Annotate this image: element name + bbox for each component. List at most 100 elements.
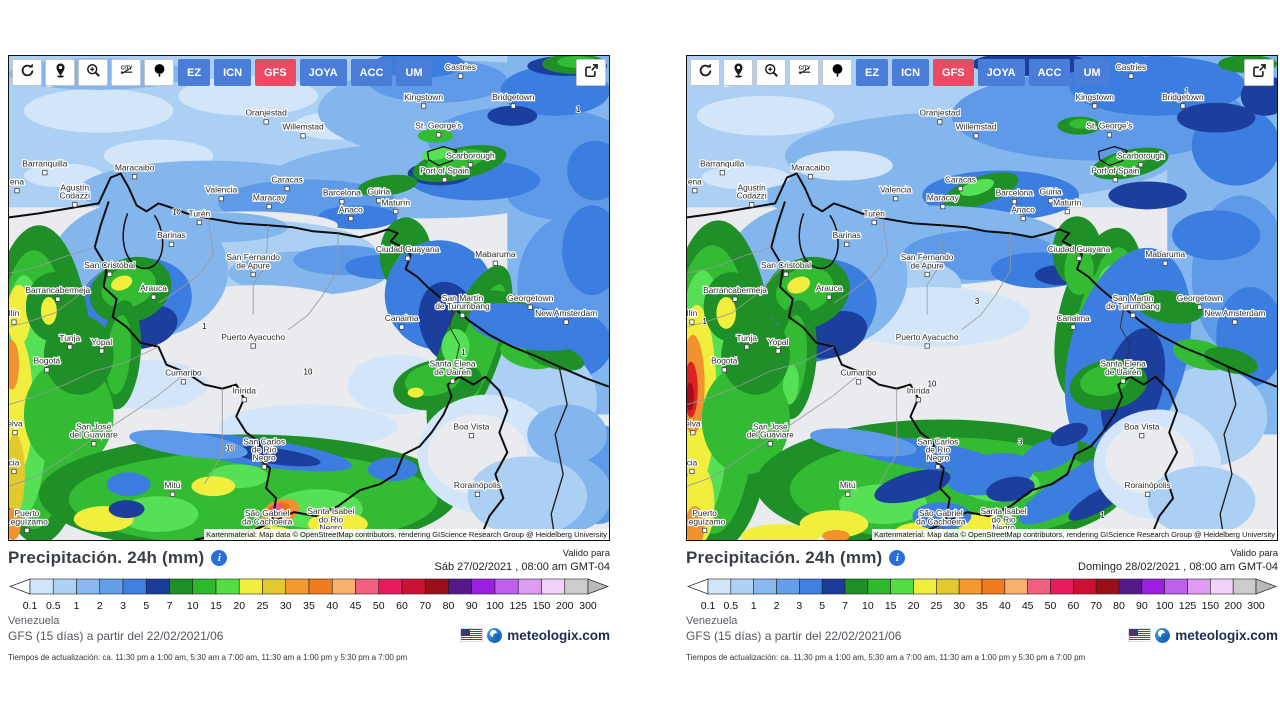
model-button-icn[interactable]: ICN xyxy=(214,59,252,86)
city-label: Barranquilla xyxy=(700,158,745,168)
city-label: Port of Spain xyxy=(1091,165,1139,175)
svg-text:0.1: 0.1 xyxy=(701,600,716,612)
city-marker xyxy=(1180,103,1186,109)
city-marker xyxy=(457,73,464,79)
city-label: Inírida xyxy=(907,386,930,396)
info-icon[interactable]: i xyxy=(889,550,906,566)
city-label: Maracay xyxy=(927,192,960,202)
city-label: St. George's xyxy=(1086,121,1132,131)
city-label: San Martín de Turumbang xyxy=(1106,293,1160,311)
locate-button[interactable] xyxy=(45,59,75,86)
zoom-in-button[interactable] xyxy=(756,59,786,86)
city-label: Barrancabermeja xyxy=(25,285,90,295)
locate-button[interactable] xyxy=(723,59,753,86)
refresh-icon xyxy=(19,62,36,84)
city-marker xyxy=(250,271,256,278)
model-button-ez[interactable]: EZ xyxy=(856,59,889,86)
map-footer: Venezuela GFS (15 días) a partir del 22/… xyxy=(686,615,1278,643)
city-marker xyxy=(405,255,411,261)
border-line xyxy=(833,218,889,304)
city-marker xyxy=(767,441,773,447)
legend-title: Precipitación. 24h (mm) xyxy=(8,548,205,567)
toggle-city-labels-button[interactable]: CITY xyxy=(789,59,819,86)
city-marker xyxy=(957,186,963,192)
refresh-button[interactable] xyxy=(12,59,42,86)
city-label: Barcelona xyxy=(323,187,361,197)
city-label: San Martín de Turumbang xyxy=(435,293,490,311)
city-marker xyxy=(24,527,30,534)
border-line xyxy=(9,172,609,388)
brand-link[interactable]: meteologix.com xyxy=(1128,627,1278,643)
city-label: Maracaibo xyxy=(791,162,830,172)
city-label: Agustín Codazzi xyxy=(737,182,767,200)
city-marker xyxy=(44,367,50,373)
model-button-joya[interactable]: JOYA xyxy=(299,59,347,86)
city-label: São Gabriel da Cachoeira xyxy=(916,508,966,526)
city-marker xyxy=(775,348,781,354)
city-marker xyxy=(749,202,755,208)
city-label: Willemstad xyxy=(956,122,997,132)
precipitation-map-left[interactable]: 1110110110CastriesKingstownBridgetownSt.… xyxy=(8,55,610,541)
precipitation-map-right[interactable]: 11313101CastriesKingstownBridgetownSt. G… xyxy=(686,55,1278,541)
svg-text:CITY: CITY xyxy=(798,65,810,71)
info-icon[interactable]: i xyxy=(211,550,228,566)
border-line xyxy=(687,372,862,487)
legend-header: Precipitación. 24h (mm) i Valido para Sá… xyxy=(8,548,610,575)
city-label: San Carlos de Río Negro xyxy=(243,436,285,462)
model-button-gfs[interactable]: GFS xyxy=(933,59,974,86)
model-button-acc[interactable]: ACC xyxy=(1028,59,1071,86)
zoom-in-button[interactable] xyxy=(78,59,108,86)
city-marker xyxy=(1070,324,1076,330)
marker-button[interactable] xyxy=(822,59,852,86)
svg-text:10: 10 xyxy=(187,600,199,612)
map-marker-icon xyxy=(151,62,168,84)
contour-value-label: 1 xyxy=(202,322,207,331)
city-marker xyxy=(196,219,202,226)
share-button[interactable] xyxy=(576,59,606,86)
city-marker xyxy=(459,312,466,318)
svg-text:200: 200 xyxy=(1224,600,1242,612)
city-marker xyxy=(783,271,789,277)
marker-button[interactable] xyxy=(144,59,174,86)
map-marker-icon xyxy=(829,62,846,84)
svg-text:50: 50 xyxy=(373,600,385,612)
map-attribution: Kartenmaterial: Map data © OpenStreetMap… xyxy=(872,529,1277,540)
model-button-um[interactable]: UM xyxy=(1074,59,1110,86)
city-marker xyxy=(261,464,267,470)
city-label: Güiria xyxy=(367,186,390,196)
refresh-button[interactable] xyxy=(690,59,720,86)
contour-value-label: 3 xyxy=(975,297,980,306)
contour-value-label: 1 xyxy=(1100,511,1104,520)
city-marker xyxy=(300,133,306,139)
share-button[interactable] xyxy=(1244,59,1274,86)
toggle-city-labels-button[interactable]: CITY xyxy=(111,59,141,86)
svg-text:60: 60 xyxy=(396,600,408,612)
model-button-ez[interactable]: EZ xyxy=(178,59,211,86)
city-marker xyxy=(1197,304,1203,310)
svg-text:20: 20 xyxy=(233,600,245,612)
svg-text:150: 150 xyxy=(1202,600,1220,612)
forecast-panel-right: 1 1 3 1 3 10 1 Castries Kingstown Bridgetown St. G… xyxy=(686,55,1278,662)
city-marker xyxy=(1112,177,1118,183)
city-marker xyxy=(435,132,442,138)
model-button-icn[interactable]: ICN xyxy=(892,59,930,86)
city-labels-off-icon: CITY xyxy=(118,62,135,84)
border-line xyxy=(122,213,164,270)
city-marker xyxy=(719,170,725,176)
city-label: San José del Guaviare xyxy=(747,421,794,439)
contour-value-label: 1 xyxy=(461,348,466,357)
brand-link[interactable]: meteologix.com xyxy=(460,627,610,643)
svg-text:25: 25 xyxy=(257,600,269,612)
magnifier-plus-icon xyxy=(85,62,102,84)
model-button-um[interactable]: UM xyxy=(396,59,432,86)
svg-text:80: 80 xyxy=(1113,600,1125,612)
model-button-acc[interactable]: ACC xyxy=(350,59,393,86)
svg-text:300: 300 xyxy=(579,600,597,612)
city-marker xyxy=(393,208,399,215)
city-marker xyxy=(263,119,269,125)
brand-text: meteologix.com xyxy=(1175,627,1278,643)
model-button-joya[interactable]: JOYA xyxy=(977,59,1025,86)
model-button-gfs[interactable]: GFS xyxy=(255,59,296,86)
city-label: llín xyxy=(687,308,698,318)
city-labels-off-icon: CITY xyxy=(796,62,813,84)
